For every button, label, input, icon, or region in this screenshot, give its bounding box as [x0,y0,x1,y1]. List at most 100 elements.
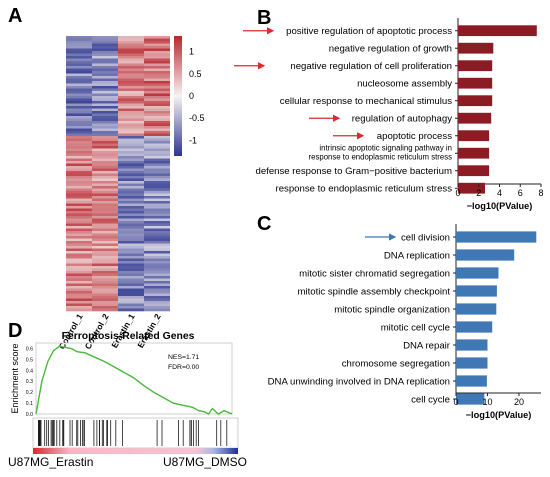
bar [458,95,493,107]
heatmap-cell [144,58,170,62]
heatmap-cell [118,171,144,174]
heatmap-cell [92,193,118,197]
heatmap-cell [92,241,118,244]
heatmap-cell [118,231,144,234]
bar [458,147,490,159]
gsea-y-tick-label: 0.2 [26,390,33,396]
heatmap-cell [144,46,170,49]
gsea-fdr: FDR=0.00 [168,364,199,371]
go-bar-chart-c: cell division DNA replication mitotic sist… [268,224,541,420]
heatmap-cell [144,186,170,189]
bar [458,130,490,142]
heatmap-cell [66,43,92,47]
heatmap-cell [92,96,118,99]
heatmap-cell [144,271,170,274]
heatmap-cell [66,221,92,224]
heatmap-cell [92,168,118,172]
heatmap-cell [144,178,170,182]
heatmap-cell [92,246,118,249]
heatmap-cell [118,263,144,267]
heatmap-cell [144,93,170,97]
heatmap-cell [144,216,170,219]
heatmap-cell [66,246,92,249]
heatmap-cell [118,56,144,59]
heatmap-cell [144,248,170,252]
heatmap-cell [92,71,118,74]
panel-letter-c: C [257,213,271,235]
heatmap-cell [92,281,118,284]
heatmap-cell [66,301,92,304]
heatmap-cell [66,61,92,64]
heatmap-cell [92,178,118,182]
heatmap-cell [66,163,92,167]
heatmap-cell [144,171,170,174]
heatmap-cell [66,258,92,262]
heatmap-cell [92,173,118,177]
gsea-y-tick-label: 0.6 [26,347,33,353]
heatmap-cell [92,113,118,117]
heatmap-cell [118,246,144,249]
heatmap-cell [66,281,92,284]
heatmap-cell [118,201,144,204]
heatmap-cell [92,306,118,309]
heatmap-cell [144,298,170,302]
heatmap-cell [92,236,118,239]
heatmap-cell [66,306,92,309]
bar [456,375,487,387]
heatmap-cell [66,93,92,97]
heatmap-cell [144,203,170,207]
heatmap-cell [118,301,144,304]
heatmap-cell [144,288,170,292]
heatmap-cell [144,138,170,142]
heatmap-cell [118,206,144,209]
heatmap-cell [66,51,92,54]
category-label: cell division [401,232,450,243]
colorbar-tick-label: 0 [189,91,194,101]
heatmap-cell [144,283,170,287]
heatmap-cell [118,261,144,264]
heatmap-cell [92,223,118,227]
heatmap-cell [66,88,92,92]
heatmap-cell [92,226,118,229]
gsea-y-tick-label: 0.1 [26,401,33,407]
heatmap-cell [144,251,170,254]
category-label: negative regulation of growth [329,44,452,55]
heatmap-cell [66,146,92,149]
heatmap-cell [66,111,92,114]
heatmap-cell [92,286,118,289]
heatmap-cell [66,248,92,252]
heatmap-cell [144,98,170,102]
heatmap-cell [92,301,118,304]
gsea-plot: Ferroptosis-Related Genes NES=1.71 FDR=0… [8,331,247,469]
heatmap-cell [92,208,118,212]
heatmap-cell [66,228,92,232]
heatmap-cell [144,278,170,282]
heatmap-cell [118,116,144,119]
gsea-y-tick-label: 0.4 [26,368,33,374]
heatmap-cell [118,106,144,109]
bar [456,321,493,333]
heatmap-cell [144,273,170,277]
bar [456,249,515,261]
enrichment-line [35,345,233,415]
colorbar-tick-label: 1 [189,47,194,57]
heatmap-cell [66,223,92,227]
heatmap-cell [118,158,144,162]
heatmap-cell [92,56,118,59]
heatmap-cell [92,116,118,119]
heatmap-cell [118,93,144,97]
heatmap-cell [118,126,144,129]
heatmap-cell [66,63,92,67]
heatmap-cell [118,101,144,104]
heatmap-cell [144,281,170,284]
heatmap-cell [144,228,170,232]
heatmap-cell [92,43,118,47]
heatmap-cell [118,73,144,77]
heatmap-cell [144,143,170,147]
heatmap-cell [92,166,118,169]
heatmap-cell [118,306,144,309]
heatmap-cell [92,126,118,129]
heatmap-cell [118,46,144,49]
heatmap-cell [144,158,170,162]
category-label: response to endoplasmic reticulum stress [276,184,453,195]
